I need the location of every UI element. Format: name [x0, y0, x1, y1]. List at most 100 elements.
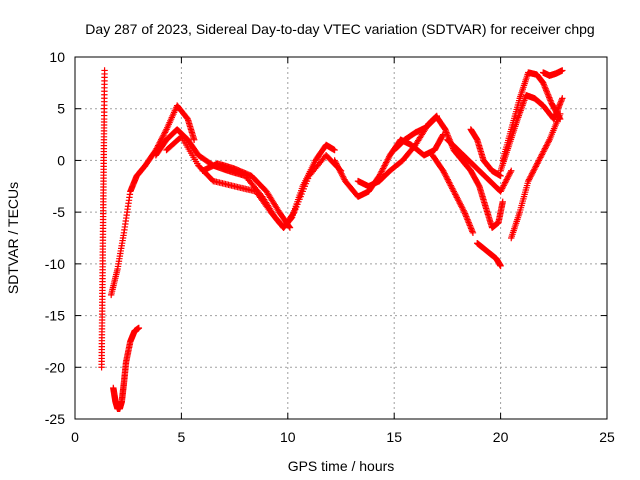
data-series	[110, 324, 143, 412]
data-point	[449, 185, 456, 192]
data-point	[447, 182, 454, 189]
data-point	[457, 201, 464, 208]
data-point	[537, 154, 544, 161]
data-series	[199, 160, 294, 231]
data-point	[455, 198, 463, 205]
y-tick-label: -10	[45, 256, 65, 272]
y-tick-label: -15	[45, 308, 65, 324]
y-tick-label: 5	[57, 101, 65, 117]
data-point	[525, 177, 532, 185]
data-point	[463, 213, 470, 220]
data-point	[499, 198, 506, 205]
data-point	[539, 79, 547, 87]
data-point	[161, 130, 168, 138]
data-point	[162, 127, 169, 135]
data-point	[160, 132, 167, 139]
data-point	[469, 228, 476, 235]
data-point	[379, 166, 386, 174]
data-point	[465, 219, 472, 226]
data-point	[502, 177, 510, 185]
data-point	[340, 174, 347, 182]
data-series	[98, 67, 108, 371]
data-point	[332, 158, 339, 166]
data-point	[555, 104, 562, 111]
data-point	[544, 139, 552, 146]
data-point	[497, 188, 504, 195]
data-point	[505, 173, 512, 180]
data-point	[467, 225, 475, 232]
data-point	[101, 67, 108, 74]
data-point	[442, 172, 449, 179]
data-point	[554, 106, 561, 114]
data-point	[452, 191, 459, 198]
data-point	[541, 84, 549, 91]
data-series	[508, 110, 564, 242]
data-point	[467, 223, 474, 231]
data-point	[543, 87, 550, 94]
data-point	[439, 131, 447, 138]
data-point	[526, 174, 533, 182]
data-point	[499, 183, 507, 191]
x-tick-label: 15	[386, 429, 402, 445]
data-point	[529, 169, 537, 176]
data-point	[379, 165, 387, 172]
data-point	[339, 173, 347, 180]
data-point	[461, 210, 469, 217]
y-tick-label: 0	[57, 152, 65, 168]
y-tick-label: -5	[53, 204, 66, 220]
data-series	[107, 102, 198, 299]
data-point	[553, 108, 561, 115]
data-point	[459, 205, 467, 213]
data-point	[506, 170, 513, 177]
data-point	[443, 129, 450, 136]
data-point	[530, 167, 537, 174]
data-point	[290, 210, 297, 217]
data-point	[536, 155, 543, 163]
data-point	[332, 160, 340, 167]
data-point	[190, 136, 198, 143]
data-point	[543, 88, 551, 95]
data-point	[508, 167, 515, 174]
data-point	[504, 174, 511, 182]
data-point	[338, 170, 345, 177]
data-point	[532, 163, 540, 170]
data-point	[503, 176, 510, 183]
data-point	[442, 127, 450, 135]
data-series	[467, 126, 504, 180]
data-point	[540, 148, 547, 155]
y-tick-label: -25	[45, 411, 65, 427]
data-point	[443, 130, 451, 138]
data-point	[453, 194, 461, 201]
data-series	[429, 152, 477, 237]
data-point	[382, 159, 390, 166]
data-point	[450, 188, 457, 195]
data-point	[380, 163, 388, 171]
data-point	[456, 200, 464, 207]
data-series	[163, 133, 345, 231]
data-point	[544, 140, 551, 148]
data-point	[533, 161, 540, 169]
data-point	[547, 97, 554, 104]
data-point	[337, 169, 344, 176]
data-point	[540, 81, 547, 88]
data-point	[449, 186, 457, 194]
data-point	[443, 174, 451, 182]
data-point	[440, 169, 448, 176]
data-point	[535, 157, 543, 164]
data-point	[446, 180, 454, 188]
data-point	[285, 223, 293, 230]
data-point	[458, 204, 466, 211]
axis-ticks: 0 5 10 15 20 25 -25 -20 -15 -10 -5 0 5 10	[45, 49, 615, 445]
data-series	[331, 131, 447, 200]
data-point	[460, 207, 467, 214]
data-point	[335, 166, 343, 173]
y-tick-label: 10	[49, 49, 65, 65]
data-series	[539, 67, 566, 79]
data-point	[500, 182, 507, 189]
data-point	[378, 168, 385, 175]
plot-frame	[74, 56, 608, 420]
data-point	[446, 179, 453, 186]
data-point	[497, 262, 504, 270]
data-point	[527, 173, 534, 180]
x-axis-label: GPS time / hours	[288, 458, 395, 474]
